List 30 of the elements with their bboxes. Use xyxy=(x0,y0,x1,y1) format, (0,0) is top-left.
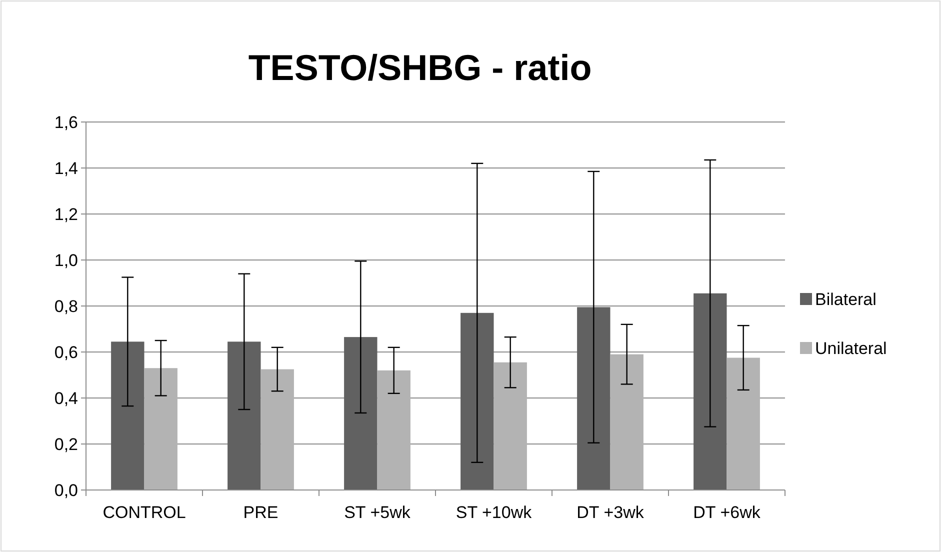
chart-title: TESTO/SHBG - ratio xyxy=(248,47,592,88)
bar xyxy=(260,369,294,490)
y-tick-label: 0,8 xyxy=(54,296,78,316)
bar xyxy=(344,337,378,490)
bar xyxy=(577,307,610,490)
bar xyxy=(610,354,644,490)
bar xyxy=(144,368,178,490)
y-tick-label: 1,2 xyxy=(54,204,78,224)
y-tick-label: 0,4 xyxy=(54,388,78,408)
y-tick-label: 1,6 xyxy=(54,112,78,132)
legend-label: Bilateral xyxy=(815,290,876,309)
x-tick-label: DT +3wk xyxy=(576,503,644,522)
x-tick-label: ST +5wk xyxy=(344,503,411,522)
y-tick-label: 0,6 xyxy=(54,342,78,362)
y-tick-label: 0,0 xyxy=(54,480,78,500)
bar xyxy=(694,293,727,490)
y-tick-label: 1,0 xyxy=(54,250,78,270)
bar xyxy=(726,358,760,490)
bar xyxy=(228,342,261,490)
y-tick-label: 0,2 xyxy=(54,434,78,454)
bar xyxy=(377,370,410,490)
legend-label: Unilateral xyxy=(815,338,887,358)
y-tick-label: 1,4 xyxy=(54,158,78,178)
x-tick-label: DT +6wk xyxy=(693,503,761,522)
x-tick-label: ST +10wk xyxy=(456,503,532,522)
bar xyxy=(494,362,527,490)
x-tick-label: CONTROL xyxy=(102,503,186,522)
bar xyxy=(460,312,494,490)
x-tick-label: PRE xyxy=(243,503,278,522)
bar xyxy=(111,342,144,490)
